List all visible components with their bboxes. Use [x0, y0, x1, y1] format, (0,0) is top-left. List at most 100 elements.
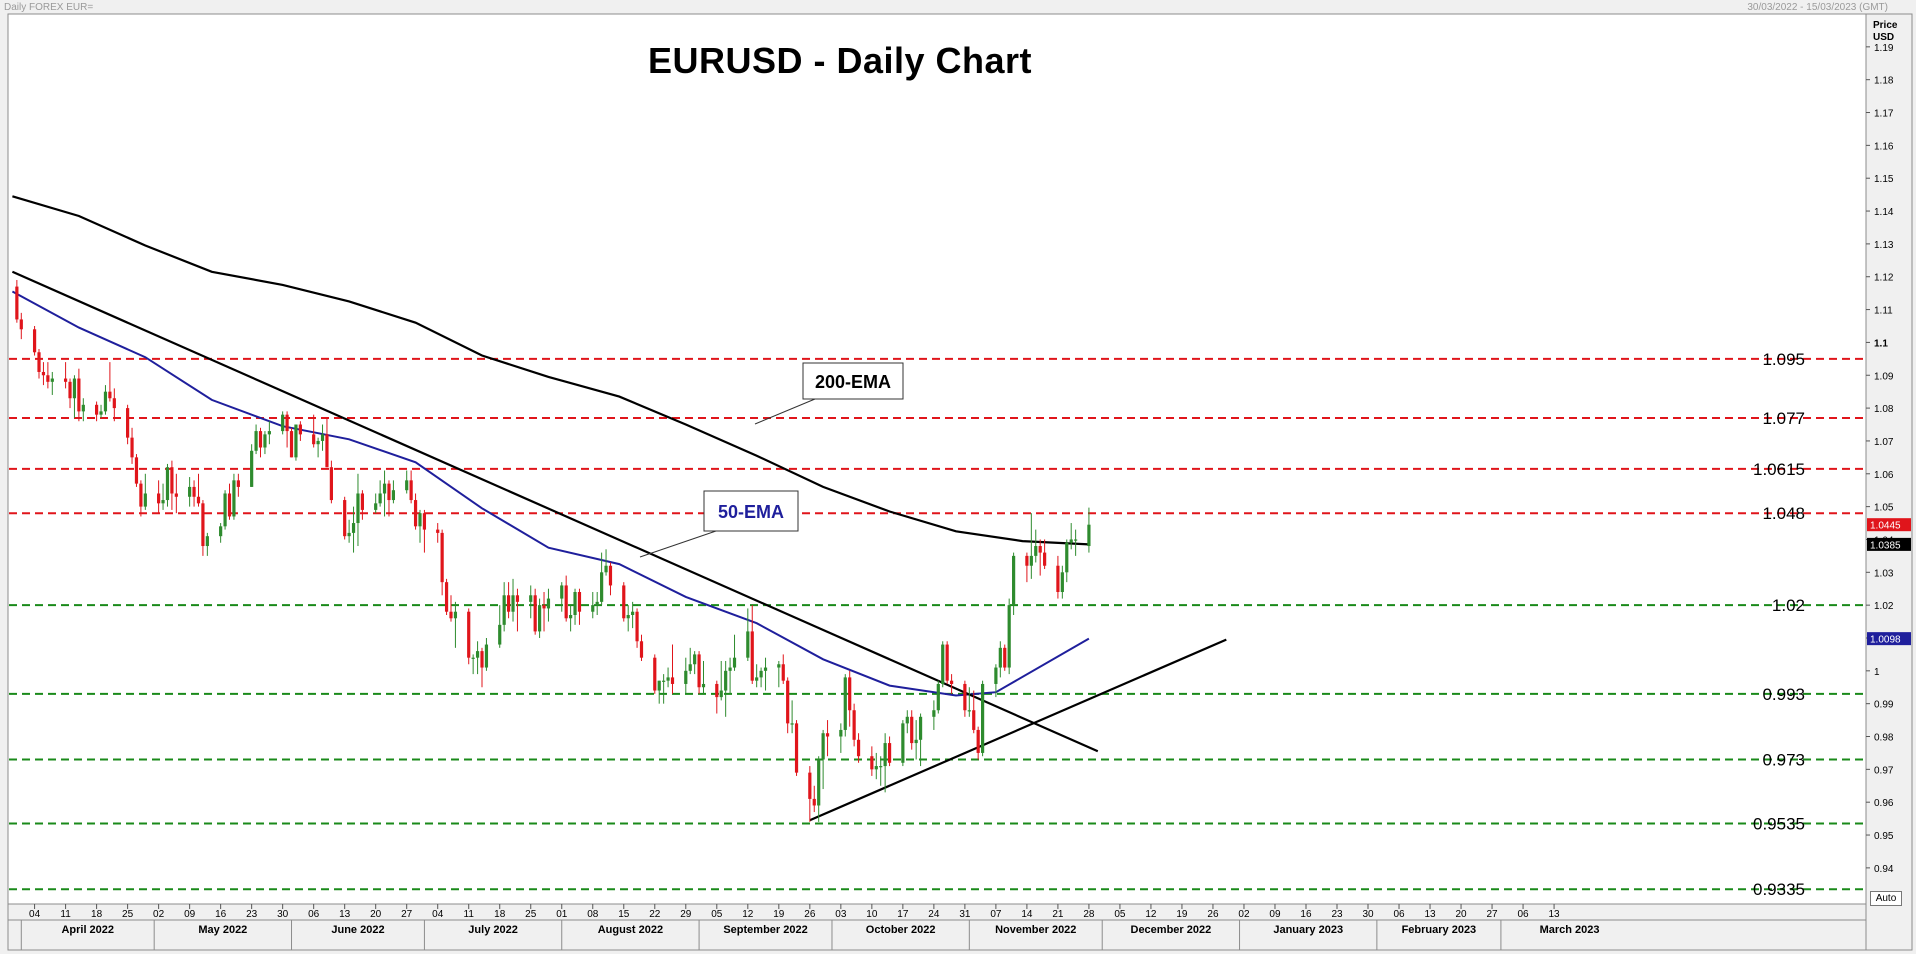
- candle-body: [515, 595, 520, 602]
- candle-body: [688, 664, 692, 671]
- candle-body: [684, 670, 688, 684]
- candle-body: [436, 529, 440, 533]
- candle-body: [573, 592, 577, 615]
- candle-body: [569, 614, 573, 619]
- candle-body: [1069, 539, 1073, 543]
- candle-body: [480, 651, 484, 668]
- candle-body: [635, 611, 639, 642]
- candle-body: [143, 493, 147, 507]
- month-label: December 2022: [1131, 924, 1212, 936]
- x-axis-strip: [7, 903, 1867, 951]
- candle-body: [812, 798, 816, 806]
- candle-body: [196, 496, 201, 504]
- candle-body: [905, 716, 909, 724]
- x-tick-label: 11: [464, 909, 475, 920]
- level-label: 0.9335: [1753, 880, 1805, 899]
- x-tick-label: 12: [742, 909, 754, 920]
- month-label: April 2022: [61, 924, 114, 936]
- candle-body: [715, 683, 719, 698]
- candle-body: [901, 723, 905, 763]
- candle-body: [126, 408, 130, 438]
- candle-body: [15, 286, 19, 320]
- candle-body: [347, 532, 351, 537]
- candle-body: [267, 431, 271, 435]
- candle-body: [719, 690, 723, 698]
- y-tick-label: 1.14: [1874, 207, 1894, 218]
- price-label: Price: [1873, 20, 1898, 31]
- candle-body: [790, 723, 794, 725]
- candle-body: [475, 651, 480, 658]
- candle-body: [533, 595, 537, 632]
- y-tick-label: 1.11: [1874, 306, 1893, 317]
- x-tick-label: 28: [1083, 909, 1095, 920]
- candle-body: [546, 598, 551, 609]
- candle-body: [724, 670, 728, 691]
- x-tick-label: 05: [711, 909, 723, 920]
- chart-title: EURUSD - Daily Chart: [647, 40, 1033, 81]
- candle-body: [99, 411, 103, 415]
- candle-body: [608, 565, 613, 586]
- y-tick-label: 1.18: [1874, 76, 1894, 87]
- candle-body: [604, 565, 608, 573]
- y-tick-label: 0.97: [1874, 765, 1894, 776]
- candle-body: [77, 378, 81, 412]
- month-label: September 2022: [723, 924, 807, 936]
- level-label: 0.973: [1762, 750, 1805, 769]
- candle-body: [794, 723, 799, 773]
- x-tick-label: 06: [1393, 909, 1405, 920]
- y-tick-label: 1.17: [1874, 109, 1894, 120]
- candle-body: [449, 611, 453, 619]
- candle-body: [1012, 555, 1016, 606]
- candle-body: [662, 680, 666, 682]
- candle-body: [281, 414, 285, 432]
- candle-body: [139, 483, 143, 507]
- candle-body: [843, 677, 847, 730]
- candle-body: [918, 716, 923, 740]
- candle-body: [320, 434, 325, 441]
- candle-body: [161, 500, 165, 504]
- candle-body: [356, 493, 360, 524]
- candle-body: [755, 677, 759, 681]
- x-tick-label: 06: [1517, 909, 1529, 920]
- x-tick-label: 05: [1114, 909, 1126, 920]
- candle-body: [1029, 555, 1033, 566]
- candle-body: [1087, 524, 1091, 547]
- x-tick-label: 15: [618, 909, 630, 920]
- candle-body: [538, 605, 542, 632]
- x-tick-label: 22: [649, 909, 661, 920]
- candle-body: [502, 595, 506, 625]
- candle-body: [1003, 647, 1007, 668]
- candle-body: [453, 611, 458, 619]
- y-axis-strip: [1865, 13, 1913, 951]
- x-tick-label: 13: [1424, 909, 1436, 920]
- candle-body: [32, 329, 37, 353]
- candle-body: [68, 381, 72, 399]
- candle-body: [467, 611, 471, 658]
- candle-body: [329, 467, 333, 501]
- candle-body: [1060, 572, 1064, 593]
- candle-body: [564, 585, 568, 619]
- x-tick-label: 10: [866, 909, 878, 920]
- y-tick-label: 1.02: [1874, 601, 1894, 612]
- x-tick-label: 07: [990, 909, 1002, 920]
- candle-body: [981, 683, 985, 753]
- x-tick-label: 18: [91, 909, 103, 920]
- candle-body: [626, 614, 630, 619]
- candle-body: [37, 352, 41, 372]
- candle-body: [1065, 542, 1069, 573]
- month-label: June 2022: [331, 924, 384, 936]
- auto-scale-button[interactable]: Auto: [1870, 891, 1902, 906]
- candle-body: [825, 733, 830, 737]
- price-tag-box: [1867, 518, 1911, 532]
- candle-body: [63, 378, 68, 382]
- candle-body: [298, 424, 302, 435]
- level-label: 1.02: [1772, 596, 1805, 615]
- candle-body: [422, 513, 427, 530]
- candle-body: [41, 371, 46, 376]
- x-tick-label: 18: [494, 909, 506, 920]
- x-tick-label: 20: [1455, 909, 1467, 920]
- currency-label: USD: [1873, 32, 1895, 43]
- candle-body: [932, 710, 936, 717]
- candle-body: [19, 319, 23, 330]
